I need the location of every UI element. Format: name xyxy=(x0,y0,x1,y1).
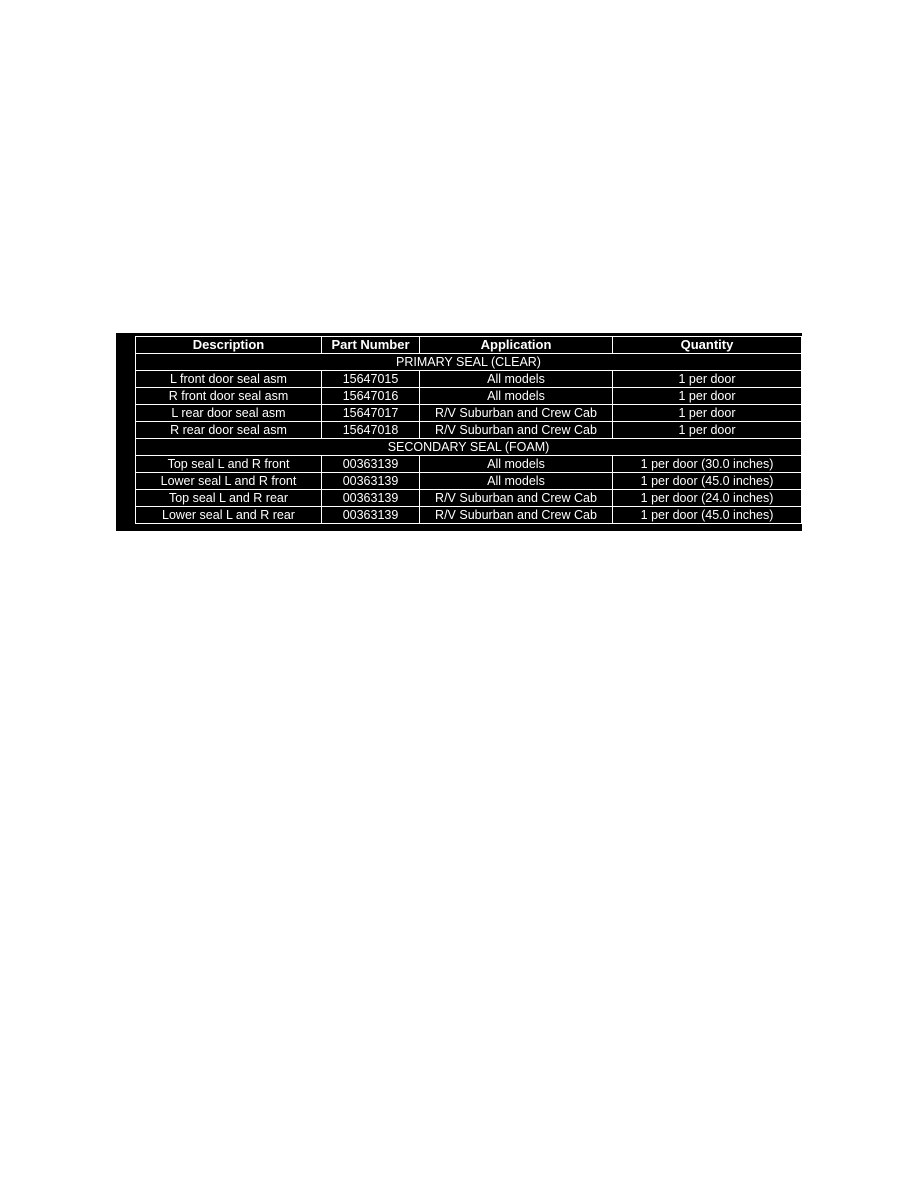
cell-part-number: 15647017 xyxy=(321,404,420,422)
cell-description: Top seal L and R front xyxy=(135,455,322,473)
cell-application: All models xyxy=(419,387,613,405)
cell-part-number: 00363139 xyxy=(321,506,420,524)
cell-description: R rear door seal asm xyxy=(135,421,322,439)
cell-quantity: 1 per door (45.0 inches) xyxy=(612,506,802,524)
cell-part-number: 15647016 xyxy=(321,387,420,405)
cell-description: Lower seal L and R front xyxy=(135,472,322,490)
cell-description: R front door seal asm xyxy=(135,387,322,405)
section-row: SECONDARY SEAL (FOAM) xyxy=(135,438,802,456)
cell-quantity: 1 per door xyxy=(612,404,802,422)
header-description: Description xyxy=(135,336,322,354)
cell-quantity: 1 per door (45.0 inches) xyxy=(612,472,802,490)
cell-application: All models xyxy=(419,370,613,388)
cell-quantity: 1 per door xyxy=(612,421,802,439)
section-title: PRIMARY SEAL (CLEAR) xyxy=(135,353,802,371)
cell-application: All models xyxy=(419,472,613,490)
cell-part-number: 00363139 xyxy=(321,489,420,507)
cell-description: L front door seal asm xyxy=(135,370,322,388)
cell-description: Top seal L and R rear xyxy=(135,489,322,507)
cell-application: R/V Suburban and Crew Cab xyxy=(419,404,613,422)
table-row: R front door seal asm 15647016 All models 1… xyxy=(135,387,802,405)
cell-part-number: 15647015 xyxy=(321,370,420,388)
table-row: Top seal L and R front 00363139 All models… xyxy=(135,455,802,473)
cell-description: Lower seal L and R rear xyxy=(135,506,322,524)
cell-description: L rear door seal asm xyxy=(135,404,322,422)
table-row: L front door seal asm 15647015 All models 1… xyxy=(135,370,802,388)
header-quantity: Quantity xyxy=(612,336,802,354)
header-application: Application xyxy=(419,336,613,354)
table-row: R rear door seal asm 15647018 R/V Suburban… xyxy=(135,421,802,439)
header-part-number: Part Number xyxy=(321,336,420,354)
table-row: Top seal L and R rear 00363139 R/V Suburba… xyxy=(135,489,802,507)
cell-part-number: 15647018 xyxy=(321,421,420,439)
table-row: Lower seal L and R front 00363139 All mode… xyxy=(135,472,802,490)
header-row: Description Part Number Application Quan… xyxy=(135,336,802,354)
cell-part-number: 00363139 xyxy=(321,472,420,490)
door-seal-parts-table: Description Part Number Application Quan… xyxy=(135,336,802,524)
cell-quantity: 1 per door xyxy=(612,370,802,388)
cell-part-number: 00363139 xyxy=(321,455,420,473)
cell-quantity: 1 per door (30.0 inches) xyxy=(612,455,802,473)
cell-application: R/V Suburban and Crew Cab xyxy=(419,506,613,524)
cell-application: R/V Suburban and Crew Cab xyxy=(419,489,613,507)
table-row: Lower seal L and R rear 00363139 R/V Subur… xyxy=(135,506,802,524)
cell-quantity: 1 per door xyxy=(612,387,802,405)
cell-application: All models xyxy=(419,455,613,473)
cell-application: R/V Suburban and Crew Cab xyxy=(419,421,613,439)
table-row: L rear door seal asm 15647017 R/V Suburban… xyxy=(135,404,802,422)
section-title: SECONDARY SEAL (FOAM) xyxy=(135,438,802,456)
cell-quantity: 1 per door (24.0 inches) xyxy=(612,489,802,507)
section-row: PRIMARY SEAL (CLEAR) xyxy=(135,353,802,371)
